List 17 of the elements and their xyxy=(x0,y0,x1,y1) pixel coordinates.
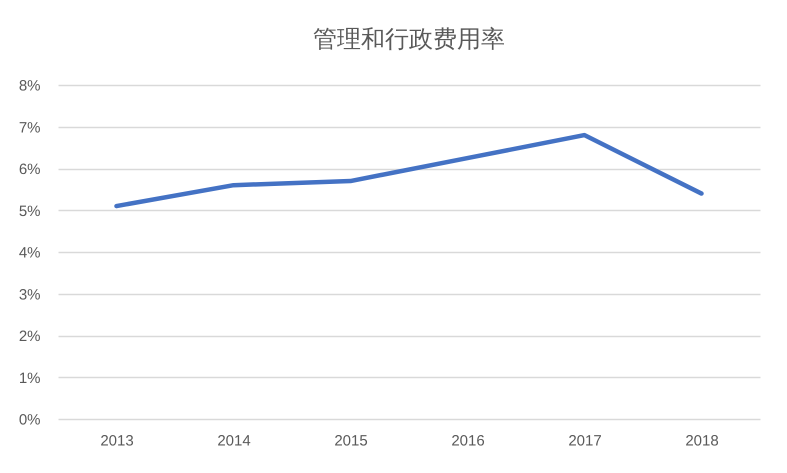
x-tick-label: 2013 xyxy=(100,432,134,450)
y-tick-label: 4% xyxy=(18,244,40,262)
x-tick-label: 2017 xyxy=(568,432,602,450)
y-tick-label: 2% xyxy=(18,328,40,345)
x-tick-label: 2018 xyxy=(685,432,719,450)
x-tick-label: 2016 xyxy=(451,432,485,450)
y-tick-label: 5% xyxy=(18,202,40,220)
y-tick-label: 6% xyxy=(18,161,40,178)
y-tick-label: 7% xyxy=(18,119,40,136)
x-tick-label: 2015 xyxy=(334,432,368,450)
x-tick-label: 2014 xyxy=(217,432,251,450)
y-tick-label: 8% xyxy=(18,78,40,94)
y-tick-label: 0% xyxy=(18,412,40,428)
y-tick-label: 1% xyxy=(18,370,40,387)
y-tick-label: 3% xyxy=(18,286,40,304)
line-series xyxy=(114,132,704,208)
chart-title: 管理和行政费用率 xyxy=(313,25,505,53)
